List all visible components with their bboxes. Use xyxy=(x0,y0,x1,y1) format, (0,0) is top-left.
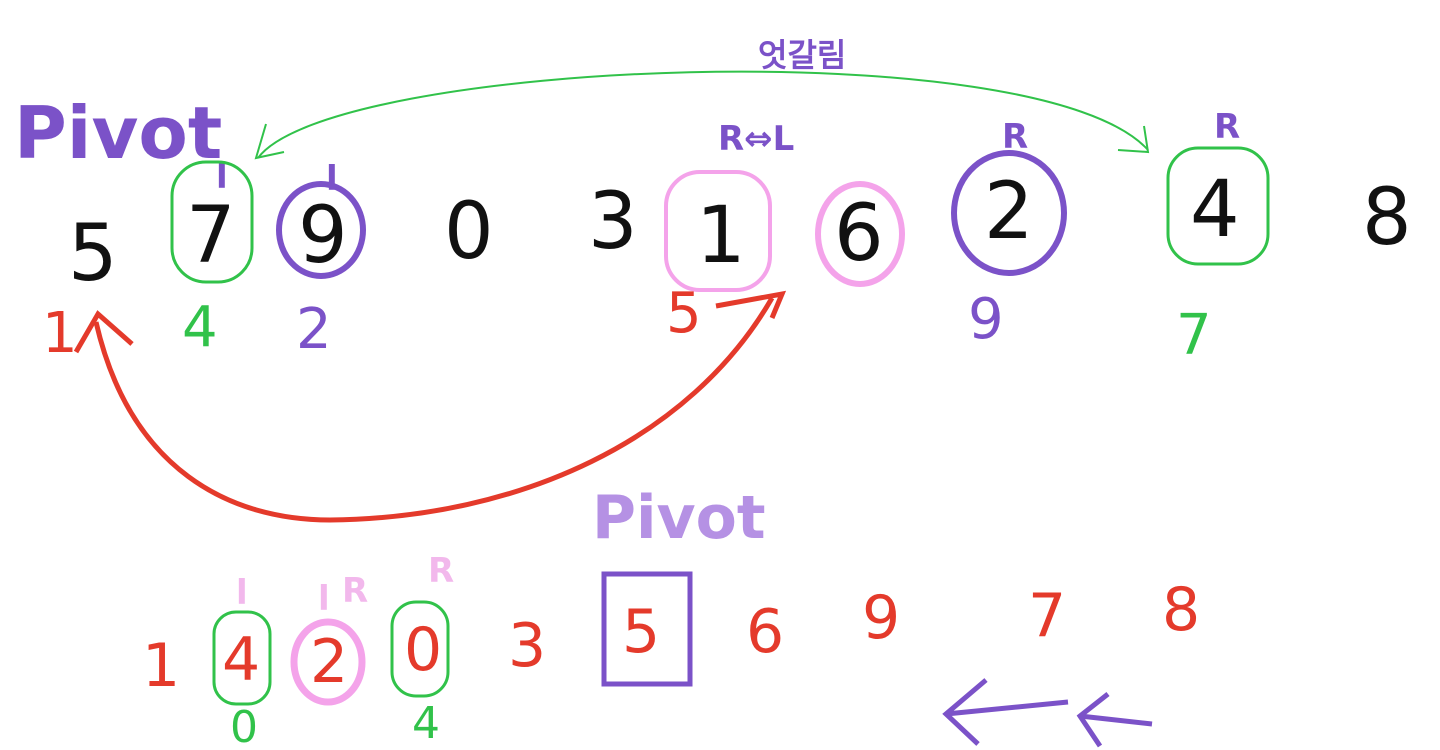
crossed-note: 엇갈림 xyxy=(758,36,846,74)
marker-l-over-7: l xyxy=(216,157,228,197)
pivot-label-bottom: Pivot xyxy=(592,483,766,553)
swap-arrow-red xyxy=(93,296,775,523)
top-value-4: 3 xyxy=(588,177,638,267)
bottom-value-5: 5 xyxy=(622,597,660,667)
top-value-5: 1 xyxy=(696,191,746,281)
left-arrow-purple-1 xyxy=(942,678,1069,746)
circle-2-purple xyxy=(951,150,1067,276)
swap-arrow-green xyxy=(257,70,1149,159)
top-value-8: 4 xyxy=(1190,165,1240,255)
top-value-6: 6 xyxy=(834,189,884,279)
circle-4-green xyxy=(1166,146,1270,266)
top-value-1: 7 xyxy=(186,191,236,281)
pivot-label-top: Pivot xyxy=(14,91,222,175)
arrowhead-right-red xyxy=(715,290,787,319)
bottom-value-6: 6 xyxy=(746,597,784,667)
bottom-value-2: 2 xyxy=(310,627,348,697)
bottom-value-8: 7 xyxy=(1028,581,1066,651)
arrowhead-right-green xyxy=(1117,125,1150,154)
top-value-7: 2 xyxy=(984,167,1034,257)
arrowhead-up-red xyxy=(73,310,134,354)
bottom-index-under-4: 0 xyxy=(230,702,258,750)
arrowhead-left-green xyxy=(254,123,285,160)
index-under-2: 9 xyxy=(968,287,1004,352)
bottom-marker-l-over-2: l xyxy=(318,579,330,619)
index-under-1: 5 xyxy=(666,281,702,346)
bottom-value-9: 8 xyxy=(1162,575,1200,645)
pivot-box-bottom xyxy=(601,571,693,687)
circle-9-purple xyxy=(276,181,366,279)
left-arrow-purple-2 xyxy=(1076,692,1153,748)
marker-r-over-4: R xyxy=(1214,107,1240,147)
index-under-4: 7 xyxy=(1176,303,1212,368)
bottom-marker-r-over-0: R xyxy=(428,551,454,591)
marker-l-over-9: l xyxy=(326,159,338,199)
top-value-3: 0 xyxy=(444,187,494,277)
bottom-marker-l-over-4: l xyxy=(236,573,248,613)
top-value-2: 9 xyxy=(298,191,348,281)
bottom-value-1: 4 xyxy=(222,625,260,695)
index-under-7: 4 xyxy=(182,295,218,360)
bottom-value-7: 9 xyxy=(862,583,900,653)
circle-4-bottom-green xyxy=(212,610,272,706)
marker-r-l-cross: R⇔L xyxy=(718,119,794,159)
top-value-9: 8 xyxy=(1362,173,1412,263)
bottom-value-4: 3 xyxy=(508,611,546,681)
circle-1-pink xyxy=(664,170,772,292)
index-under-5: 1 xyxy=(42,301,78,366)
index-under-9: 2 xyxy=(296,297,332,362)
bottom-value-0: 1 xyxy=(142,631,180,701)
circle-2-bottom-pink xyxy=(290,618,366,706)
top-value-0: 5 xyxy=(68,209,118,299)
circle-7-green xyxy=(170,160,254,284)
bottom-marker-r-over-2: R xyxy=(342,571,368,611)
bottom-value-3: 0 xyxy=(404,615,442,685)
bottom-index-under-0: 4 xyxy=(412,698,440,749)
circle-6-pink xyxy=(815,181,905,287)
circle-0-bottom-green xyxy=(390,600,450,698)
